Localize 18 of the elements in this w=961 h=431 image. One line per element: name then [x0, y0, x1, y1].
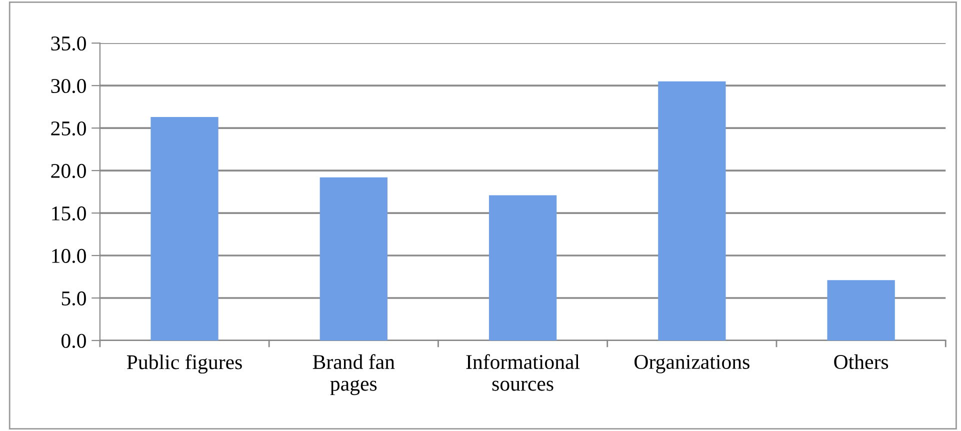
- bar: [320, 177, 388, 340]
- bar: [150, 117, 218, 340]
- x-tick-label: Public figures: [126, 354, 242, 374]
- y-tick-label: 15.0: [52, 206, 86, 221]
- bar: [827, 280, 895, 340]
- x-tick-label: Brand fan pages: [312, 354, 395, 396]
- y-tick-label: 30.0: [51, 78, 86, 94]
- y-tick-label: 10.0: [52, 248, 86, 264]
- x-tick-label: Informational sources: [466, 354, 580, 391]
- y-tick-label: 5.0: [62, 291, 86, 306]
- x-tick-label: Organizations: [634, 354, 750, 374]
- y-tick-label: 35.0: [51, 36, 86, 51]
- bar: [488, 195, 557, 340]
- y-tick-label: 25.0: [51, 121, 86, 136]
- y-tick-label: 20.0: [51, 164, 86, 178]
- bar: [658, 81, 726, 340]
- x-tick-label: Others: [834, 354, 888, 370]
- y-tick-label: 0.0: [62, 334, 86, 348]
